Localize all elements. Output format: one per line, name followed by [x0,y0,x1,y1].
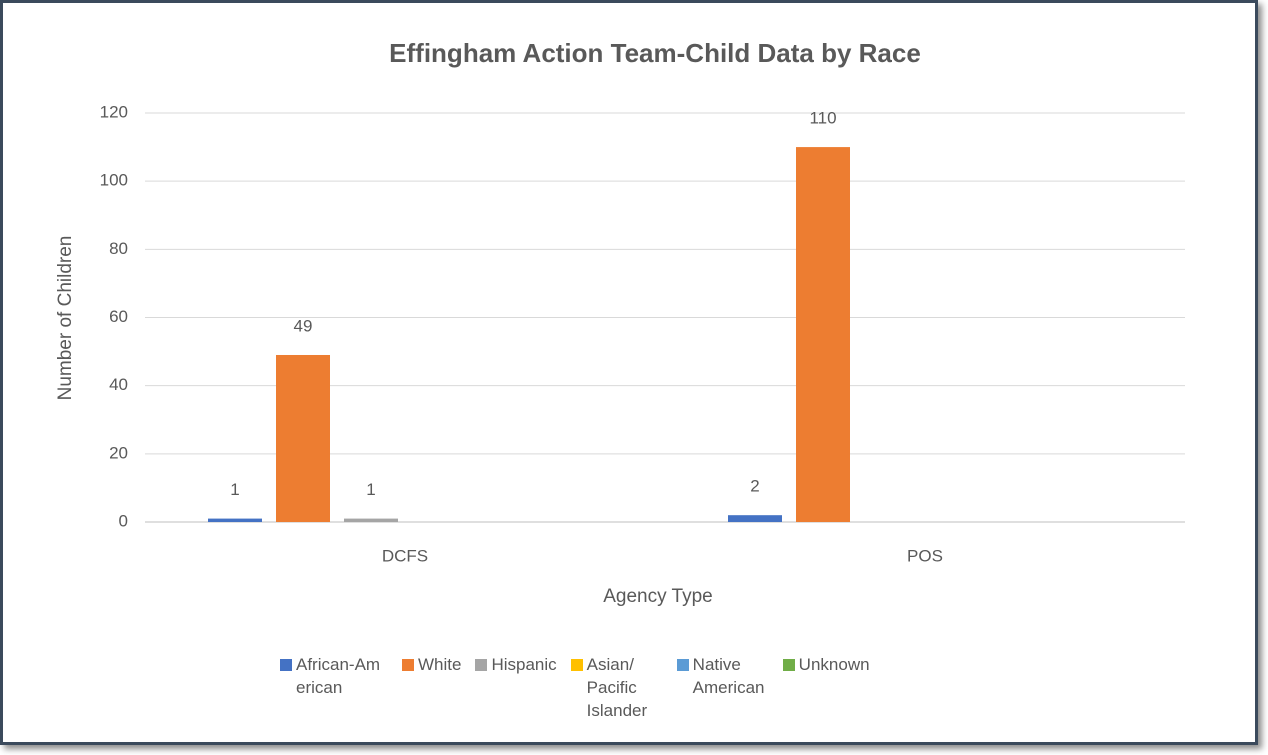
y-axis-label: Number of Children [55,236,76,401]
legend-swatch [570,659,583,671]
x-tick-label: POS [907,546,943,565]
legend: African-American White Hispanic Asian/ Paci… [280,653,870,722]
legend-label: Native American [692,655,765,697]
legend-label: African-American [296,655,381,697]
data-label: 49 [294,316,313,335]
bar [276,354,330,522]
legend-item: Asian/ Pacific Islander [570,653,663,722]
x-axis-label: Agency Type [603,586,713,607]
y-tick-label: 60 [109,307,128,326]
legend-item: Hispanic [475,653,557,722]
y-tick-label: 40 [109,375,128,394]
legend-label: Unknown [798,655,870,674]
legend-label: White [418,655,462,674]
legend-swatch [782,659,795,671]
y-tick-label: 120 [100,102,128,121]
y-tick-label: 0 [119,511,128,530]
x-tick-label: DCFS [382,546,428,565]
data-label: 1 [366,480,375,499]
legend-swatch [280,659,292,671]
bar [728,515,782,522]
legend-swatch [402,659,414,671]
y-tick-label: 80 [109,239,128,258]
bar [796,147,850,523]
legend-label: Hispanic [491,655,557,674]
legend-swatch [676,659,689,671]
data-label: 1 [230,480,239,499]
y-tick-label: 20 [109,443,128,462]
legend-item: Unknown [782,653,870,722]
bar [208,518,262,522]
bar [344,518,398,522]
legend-item: Native American [676,653,769,722]
legend-item: African-American [280,653,388,722]
data-label: 110 [809,109,836,128]
legend-swatch [475,659,488,671]
data-label: 2 [750,477,759,496]
chart-frame [0,0,1258,745]
chart-title: Effingham Action Team-Child Data by Race [389,38,921,68]
y-tick-label: 100 [100,171,128,190]
legend-item: White [402,653,461,722]
legend-label: Asian/ Pacific Islander [586,655,648,720]
